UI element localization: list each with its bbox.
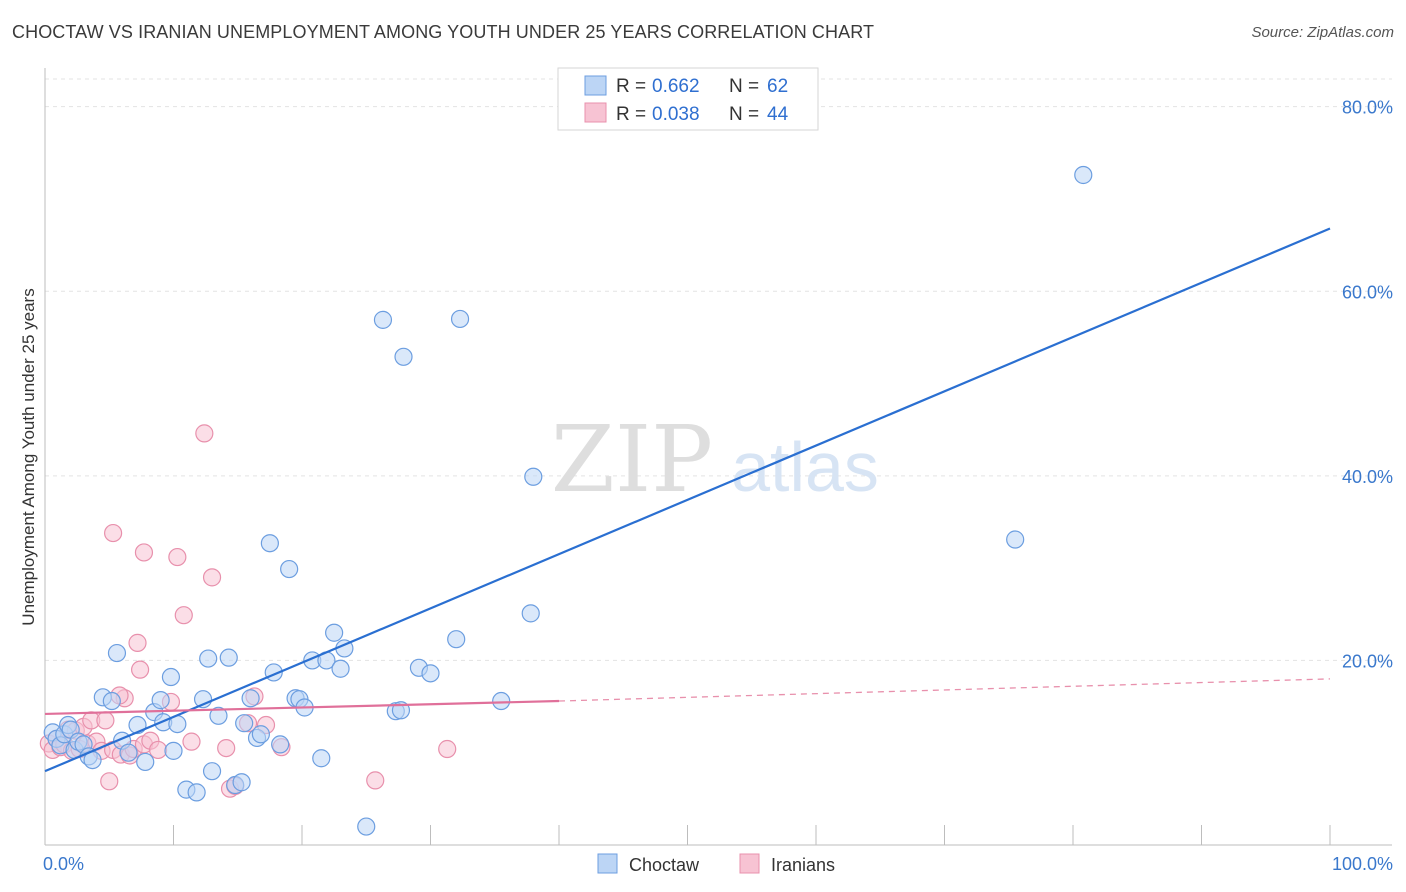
legend-swatch-choctaw — [584, 75, 607, 96]
choctaw-point — [492, 691, 511, 711]
legend-swatch-iranians — [584, 102, 607, 123]
iranian-point — [202, 568, 222, 587]
watermark-atlas: atlas — [731, 428, 879, 506]
choctaw-trend-line — [44, 227, 1331, 773]
x-tick-label: 100.0% — [1332, 854, 1393, 874]
choctaw-point — [251, 725, 270, 744]
choctaw-point — [373, 310, 393, 329]
iranian-point — [100, 772, 119, 791]
choctaw-point — [357, 817, 376, 836]
trend-lines — [44, 227, 1331, 773]
choctaw-point — [164, 741, 183, 760]
legend-choctaw-swatch — [597, 853, 618, 874]
iranian-point — [217, 738, 236, 758]
y-axis-label: Unemployment Among Youth under 25 years — [19, 288, 38, 625]
iranian-point — [168, 547, 187, 567]
choctaw-point — [394, 347, 413, 366]
choctaw-point — [209, 706, 228, 725]
iranian-point — [130, 660, 150, 679]
legend-choctaw-label: Choctaw — [629, 855, 700, 875]
choctaw-point — [161, 667, 181, 687]
series-iranians — [39, 424, 457, 798]
choctaw-point — [202, 762, 222, 781]
choctaw-point — [421, 664, 440, 683]
legend-iranians-swatch — [739, 853, 760, 874]
iranians-trend-line — [44, 699, 560, 716]
legend-r-value: 0.662 — [652, 76, 700, 97]
choctaw-point — [102, 691, 121, 711]
iranian-point — [174, 606, 193, 625]
iranians-trend-extension — [558, 678, 1331, 702]
choctaw-point — [450, 309, 470, 329]
iranian-point — [195, 424, 214, 443]
choctaw-point — [325, 623, 344, 642]
legend-r-label: R = — [616, 104, 646, 125]
choctaw-point — [241, 689, 260, 708]
grid-lines — [45, 78, 1392, 661]
chart-title: CHOCTAW VS IRANIAN UNEMPLOYMENT AMONG YO… — [12, 22, 875, 42]
iranian-point — [366, 771, 385, 790]
choctaw-point — [151, 691, 170, 710]
iranian-point — [96, 711, 115, 730]
choctaw-point — [331, 659, 350, 678]
correlation-legend: R = 0.662 N = 62 R = 0.038 N = 44 — [557, 67, 819, 131]
iranian-point — [104, 523, 123, 543]
x-tick-labels: 0.0% 100.0% — [43, 854, 1393, 874]
iranian-point — [134, 543, 154, 562]
choctaw-point — [107, 643, 127, 663]
x-tick-marks — [44, 825, 1331, 845]
legend-n-value: 62 — [767, 76, 788, 97]
choctaw-point — [219, 648, 238, 667]
choctaw-point — [1006, 530, 1025, 549]
y-tick-label: 60.0% — [1342, 282, 1393, 302]
y-tick-label: 80.0% — [1342, 98, 1393, 118]
legend-r-label: R = — [616, 76, 646, 97]
choctaw-point — [187, 783, 206, 802]
legend-n-value: 44 — [767, 104, 789, 125]
choctaw-point — [235, 714, 254, 733]
y-tick-label: 20.0% — [1342, 651, 1393, 671]
choctaw-point — [119, 743, 138, 762]
legend-n-label: N = — [729, 76, 759, 97]
iranian-point — [148, 740, 168, 760]
iranian-point — [128, 633, 147, 652]
choctaw-point — [521, 604, 540, 623]
watermark: ZIP atlas — [551, 406, 879, 513]
watermark-zip: ZIP — [551, 406, 713, 513]
legend-r-value: 0.038 — [652, 104, 700, 125]
iranian-point — [182, 732, 201, 751]
choctaw-point — [447, 630, 466, 649]
choctaw-point — [271, 735, 290, 754]
iranian-point — [438, 739, 457, 759]
series-choctaw — [43, 165, 1093, 836]
choctaw-point — [199, 649, 218, 668]
y-tick-label: 40.0% — [1342, 467, 1393, 487]
axes — [44, 68, 1392, 846]
series-legend: Choctaw Iranians — [597, 853, 835, 875]
choctaw-point — [524, 467, 543, 486]
choctaw-point — [312, 749, 331, 768]
source-credit: Source: ZipAtlas.com — [1251, 24, 1394, 41]
x-tick-label: 0.0% — [43, 854, 84, 874]
legend-n-label: N = — [729, 104, 759, 125]
choctaw-point — [260, 534, 279, 553]
choctaw-point — [136, 752, 155, 772]
choctaw-point — [1074, 165, 1093, 185]
legend-iranians-label: Iranians — [771, 855, 835, 875]
y-tick-labels: 20.0% 40.0% 60.0% 80.0% — [1342, 98, 1393, 672]
choctaw-point — [232, 773, 251, 792]
choctaw-point — [280, 559, 299, 579]
